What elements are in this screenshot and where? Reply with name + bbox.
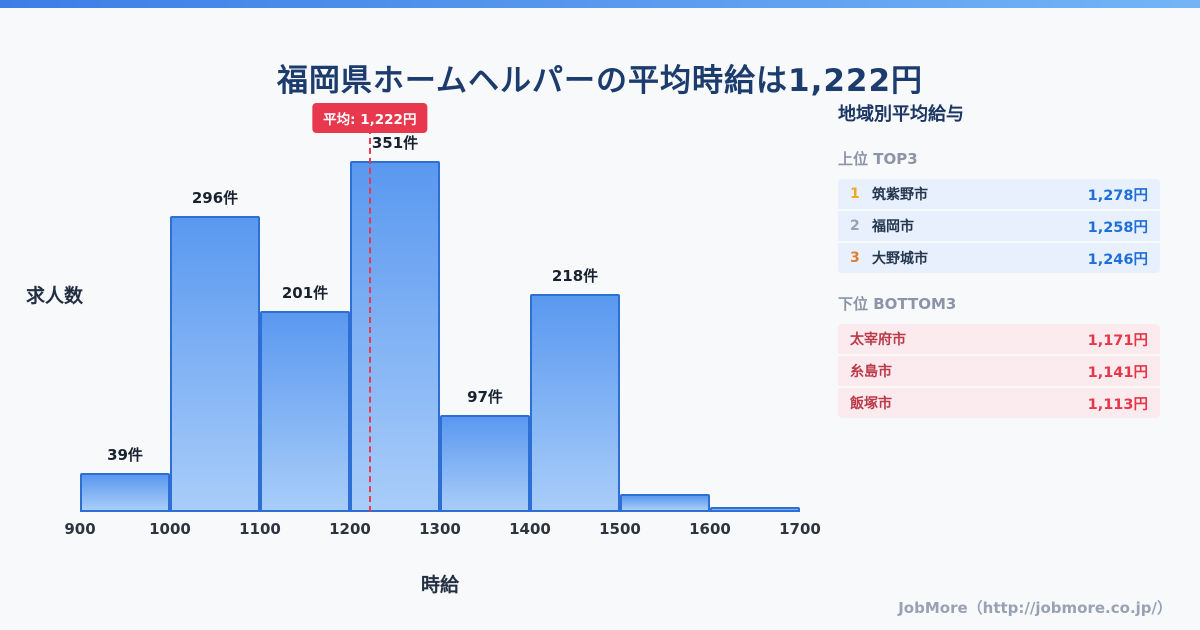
salary-value: 1,258円 [1087,219,1148,236]
x-tick-label: 1100 [239,520,281,538]
city-name: 糸島市 [850,364,892,380]
histogram-bar [170,216,260,512]
average-badge: 平均: 1,222円 [312,103,428,133]
histogram-bar [80,473,170,512]
table-row: 飯塚市 1,113円 [838,388,1160,418]
rank-number: 2 [850,218,860,234]
bar-value-label: 218件 [551,267,599,285]
salary-value: 1,113円 [1087,396,1148,413]
x-tick-label: 1400 [509,520,551,538]
table-row: 3 大野城市 1,246円 [838,243,1160,273]
table-row: 2 福岡市 1,258円 [838,211,1160,243]
salary-value: 1,141円 [1087,364,1148,381]
histogram-bar [710,507,800,512]
bar-value-label: 296件 [191,189,239,207]
table-row: 太宰府市 1,171円 [838,324,1160,356]
city-name: 福岡市 [872,219,914,235]
histogram-bar [440,415,530,512]
x-axis-label: 時給 [420,574,459,596]
salary-value: 1,246円 [1087,251,1148,268]
x-tick-label: 1600 [689,520,731,538]
histogram-bar [260,311,350,512]
histogram-bar [620,494,710,512]
x-tick-label: 1500 [599,520,641,538]
salary-value: 1,278円 [1087,187,1148,204]
bar-value-label: 351件 [371,134,419,152]
x-axis-ticks: 900 1000 1100 1200 1300 1400 1500 1600 1700 [64,520,821,540]
histogram-plot: 39件 296件 201件 351件 97件 218件 [80,134,800,512]
city-name: 飯塚市 [850,396,892,412]
salary-value: 1,171円 [1087,332,1148,349]
bar-value-label: 39件 [107,446,143,464]
x-tick-label: 1300 [419,520,461,538]
bottom3-heading: 下位 BOTTOM3 [838,295,957,313]
city-name: 大野城市 [872,251,928,267]
average-line [368,128,371,512]
rank-number: 3 [850,250,860,266]
sidebar-title: 地域別平均給与 [838,104,964,125]
top3-table: 1 筑紫野市 1,278円 2 福岡市 1,258円 3 大野城市 1,246円 [838,179,1160,273]
city-name: 太宰府市 [850,332,906,348]
rank-number: 1 [850,186,860,202]
city-name: 筑紫野市 [872,187,928,203]
top-accent-stripe [0,0,1200,8]
x-tick-label: 1000 [149,520,191,538]
footer-credit: JobMore（http://jobmore.co.jp/） [898,599,1172,617]
top3-heading: 上位 TOP3 [838,150,918,168]
bottom3-table: 太宰府市 1,171円 糸島市 1,141円 飯塚市 1,113円 [838,324,1160,418]
histogram-bar [350,161,440,512]
y-axis-label: 求人数 [26,285,84,307]
table-row: 糸島市 1,141円 [838,356,1160,388]
bar-value-label: 201件 [281,284,329,302]
page-title: 福岡県ホームヘルパーの平均時給は1,222円 [276,62,924,99]
x-tick-label: 900 [64,520,96,538]
x-tick-label: 1200 [329,520,371,538]
histogram-bar [530,294,620,512]
table-row: 1 筑紫野市 1,278円 [838,179,1160,211]
bar-value-label: 97件 [467,388,503,406]
x-tick-label: 1700 [779,520,821,538]
region-salary-sidebar: 地域別平均給与 上位 TOP3 1 筑紫野市 1,278円 2 福岡市 1,25… [838,100,1160,438]
